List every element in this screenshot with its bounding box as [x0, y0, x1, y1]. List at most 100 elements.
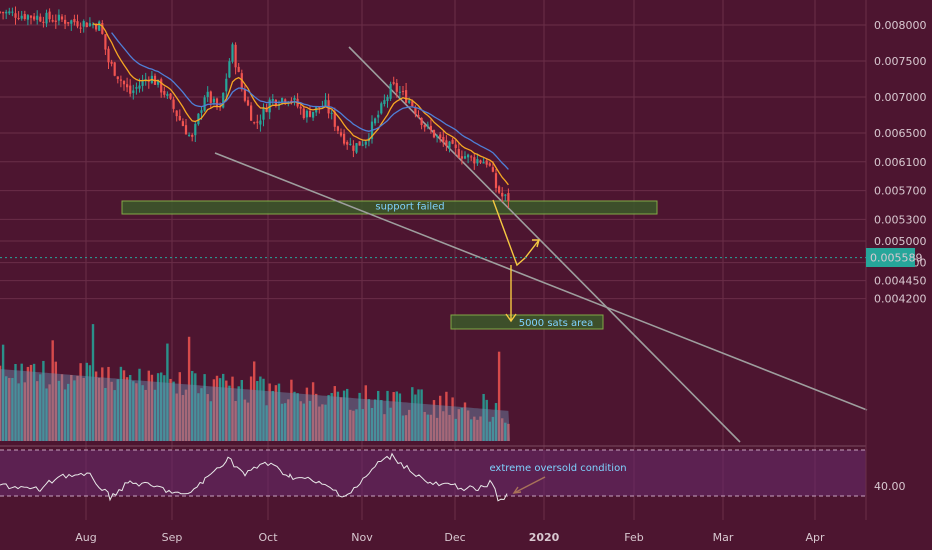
- volume-bar: [432, 400, 436, 441]
- volume-bar: [42, 360, 45, 441]
- candle-body: [293, 97, 296, 101]
- volume-bar: [138, 368, 141, 441]
- candle-body: [234, 44, 237, 68]
- volume-bar: [284, 403, 287, 441]
- annotation-labels: support failed 5000 sats area extreme ov…: [375, 202, 626, 475]
- volume-bar: [355, 409, 358, 441]
- candle-body: [439, 134, 442, 138]
- candle-body: [197, 113, 200, 125]
- volume-bar: [460, 407, 464, 441]
- candle-body: [336, 126, 339, 131]
- candle-body: [169, 93, 172, 99]
- volume-bar: [466, 410, 470, 441]
- volume-bar: [311, 382, 315, 441]
- volume-bar: [262, 378, 265, 441]
- volume-bar: [8, 377, 11, 441]
- volume-bar: [36, 381, 39, 441]
- volume-bar: [333, 386, 336, 441]
- volume-bar: [234, 401, 237, 441]
- price-tick-label: 0.005300: [874, 213, 927, 226]
- candle-body: [281, 98, 284, 103]
- candle-body: [95, 24, 98, 30]
- candle-body: [225, 78, 228, 92]
- lower-trendline: [214, 152, 868, 411]
- volume-bar: [401, 415, 405, 441]
- ema-fast-line: [92, 22, 509, 186]
- target-zone: [450, 314, 604, 330]
- volume-bar: [153, 389, 157, 441]
- volume-bar: [290, 379, 293, 441]
- rsi-oversold-label: extreme oversold condition: [489, 463, 626, 474]
- price-zones: [121, 200, 658, 330]
- volume-bar: [88, 365, 92, 441]
- volume-bar: [160, 372, 163, 441]
- volume-bar: [451, 397, 454, 441]
- volume-bar: [20, 363, 23, 441]
- candle-body: [491, 167, 494, 172]
- volume-bar: [302, 403, 305, 441]
- support-zone: [121, 200, 658, 215]
- candle-body: [265, 108, 268, 112]
- volume-bar: [321, 404, 324, 441]
- candle-body: [172, 99, 175, 109]
- candle-body: [417, 115, 420, 117]
- candle-body: [383, 100, 386, 105]
- candle-body: [308, 110, 312, 117]
- volume-bar: [147, 370, 150, 441]
- volume-bar: [479, 416, 482, 441]
- candle-body: [507, 193, 510, 201]
- volume-bar: [206, 394, 209, 441]
- candle-body: [501, 192, 504, 197]
- grid-lines: [0, 0, 866, 520]
- candle-body: [26, 15, 29, 20]
- volume-bar: [203, 374, 206, 441]
- moving-averages: [92, 22, 509, 186]
- time-tick-label: Feb: [624, 531, 643, 544]
- volume-bar: [497, 351, 501, 441]
- projection-arrowhead: [532, 239, 540, 248]
- candle-body: [473, 157, 476, 164]
- current-price-value: 0.005589: [870, 252, 923, 265]
- volume-bar: [308, 400, 312, 441]
- candle-body: [119, 79, 122, 81]
- volume-bar: [119, 366, 123, 441]
- candle-body: [181, 121, 184, 127]
- volume-bar: [132, 381, 135, 441]
- candle-body: [175, 110, 178, 117]
- volume-bar: [169, 378, 172, 441]
- rsi-tick-label: 40.00: [874, 480, 906, 493]
- volume-bar: [129, 374, 132, 441]
- upper-trendline: [348, 46, 741, 443]
- candle-body: [374, 118, 377, 124]
- candle-body: [194, 123, 197, 136]
- candle-body: [51, 20, 54, 22]
- volume-bar: [228, 385, 231, 441]
- volume-bar: [85, 362, 88, 441]
- candle-body: [126, 84, 129, 88]
- candle-body: [349, 143, 352, 146]
- candle-body: [454, 144, 457, 149]
- volume-bar: [231, 376, 234, 441]
- time-tick-label: Dec: [444, 531, 465, 544]
- candle-body: [231, 44, 234, 62]
- candle-body: [411, 101, 414, 107]
- volume-bar: [98, 377, 101, 441]
- volume-bar: [197, 393, 200, 441]
- candle-body: [398, 91, 401, 93]
- volume-bar: [79, 363, 82, 441]
- volume-bar: [330, 393, 333, 441]
- candle-body: [401, 90, 405, 92]
- candle-body: [113, 62, 116, 76]
- candle-body: [101, 23, 104, 34]
- volume-bar: [463, 402, 467, 441]
- volume-bar: [442, 411, 445, 441]
- candle-body: [445, 140, 448, 146]
- candle-body: [442, 136, 445, 142]
- volume-bar: [0, 365, 2, 441]
- volume-bar: [51, 340, 54, 441]
- candle-body: [191, 134, 194, 137]
- volume-bar: [367, 399, 371, 441]
- volume-bar: [45, 388, 48, 441]
- candle-body: [339, 132, 343, 136]
